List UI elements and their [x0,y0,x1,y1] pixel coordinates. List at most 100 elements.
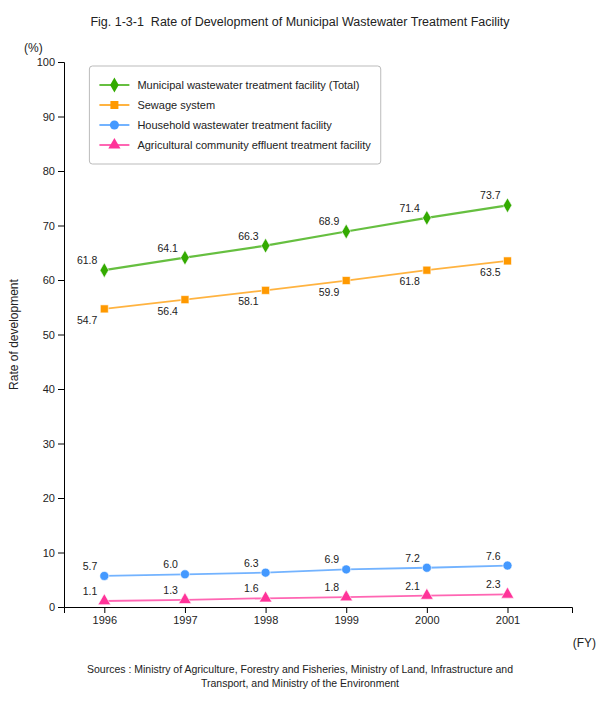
marker [181,250,190,265]
marker [342,565,351,574]
legend-label: Sewage system [137,99,215,111]
marks [98,198,514,605]
y-tick: 0 [49,601,64,613]
marker [261,238,270,253]
y-tick-mark [58,335,64,336]
series-line [104,261,507,309]
data-label: 61.8 [399,275,420,287]
data-label: 6.9 [325,553,340,565]
y-tick-label: 40 [43,383,55,395]
data-label: 56.4 [158,305,179,317]
marker [503,198,512,213]
plot: 1996 1997 1998 1999 2000 2001 0 10 20 30 40 50 60 70 8… [7,41,596,650]
x-tick-mark [266,607,267,613]
data-label: 1.3 [163,584,178,596]
x-tick-label: 1998 [254,614,278,626]
x-tick: 1998 [254,607,278,626]
series-line [104,205,507,270]
y-tick-label: 60 [43,274,55,286]
data-labels: 61.864.166.368.971.473.754.756.458.159.9… [77,189,501,597]
marker [342,224,351,239]
y-tick-label: 100 [37,56,55,68]
x-tick-mark [427,607,428,613]
data-label: 54.7 [77,314,98,326]
x-axis: 1996 1997 1998 1999 2000 2001 [65,607,573,626]
source-note: Sources : Ministry of Agriculture, Fores… [87,663,513,689]
legend-label: Household wastewater treatment facility [137,119,332,131]
data-label: 1.1 [83,585,98,597]
marker [179,593,192,604]
y-tick-label: 30 [43,438,55,450]
y-tick-label: 0 [49,601,55,613]
source-line: Transport, and Ministry of the Environme… [201,677,399,689]
y-tick-mark [58,607,64,608]
y-tick-mark [58,553,64,554]
data-label: 73.7 [480,189,501,201]
marker [98,594,111,605]
marker [100,305,108,313]
y-tick: 10 [43,547,64,559]
legend-swatch [110,120,119,129]
marker [261,568,270,577]
legend-item: Agricultural community effluent treatmen… [99,138,371,151]
y-axis: 0 10 20 30 40 50 60 70 80 90 100 [37,56,65,613]
x-tick: 1999 [334,607,358,626]
x-tick: 2000 [415,607,439,626]
y-tick: 90 [43,111,64,123]
marker [262,286,270,294]
legend-item: Sewage system [99,99,215,111]
legend-swatch [110,101,118,109]
x-tick-label: 2001 [496,614,520,626]
chart-svg: Fig. 1-3-1 Rate of Development of Munici… [0,0,600,707]
marker [421,588,434,599]
marker [503,561,512,570]
y-tick: 40 [43,383,64,395]
data-label: 64.1 [158,242,179,254]
data-label: 58.1 [238,295,259,307]
legend-label: Municipal wastewater treatment facility … [137,79,359,91]
legend-item: Municipal wastewater treatment facility … [99,78,359,93]
data-label: 7.6 [486,550,501,562]
y-tick: 50 [43,329,64,341]
marker [181,296,189,304]
y-tick-mark [58,171,64,172]
data-label: 5.7 [83,560,98,572]
marker [342,277,350,285]
legend: Municipal wastewater treatment facility … [89,66,380,164]
axis-line [58,63,65,608]
x-tick-mark [346,607,347,613]
legend-swatch [110,78,119,93]
y-tick-label: 50 [43,329,55,341]
y-tick: 80 [43,165,64,177]
x-tick-mark [507,607,508,613]
y-axis-title: Rate of development [7,278,21,389]
y-tick-label: 10 [43,547,55,559]
marker [423,210,432,225]
x-tick-label: 1996 [93,614,117,626]
x-tick: 2001 [496,607,520,626]
x-tick-label: 1999 [334,614,358,626]
x-tick: 1997 [173,607,197,626]
data-label: 7.2 [405,552,420,564]
y-tick: 60 [43,274,64,286]
title: Fig. 1-3-1 Rate of Development of Munici… [90,15,510,29]
x-tick-label: 2000 [415,614,439,626]
data-label: 63.5 [480,266,501,278]
y-tick-mark [58,498,64,499]
y-tick-label: 20 [43,492,55,504]
marker [100,571,109,580]
x-axis-title: (FY) [573,636,596,650]
y-tick-label: 80 [43,165,55,177]
y-tick-label: 90 [43,111,55,123]
x-tick: 1996 [93,607,117,626]
data-label: 2.3 [486,578,501,590]
y-tick: 20 [43,492,64,504]
y-tick-mark [58,226,64,227]
marker [422,563,431,572]
data-label: 71.4 [399,202,420,214]
marker [100,263,109,278]
data-label: 61.8 [77,254,98,266]
y-tick-label: 70 [43,220,55,232]
legend-label: Agricultural community effluent treatmen… [137,139,371,151]
marker [180,570,189,579]
